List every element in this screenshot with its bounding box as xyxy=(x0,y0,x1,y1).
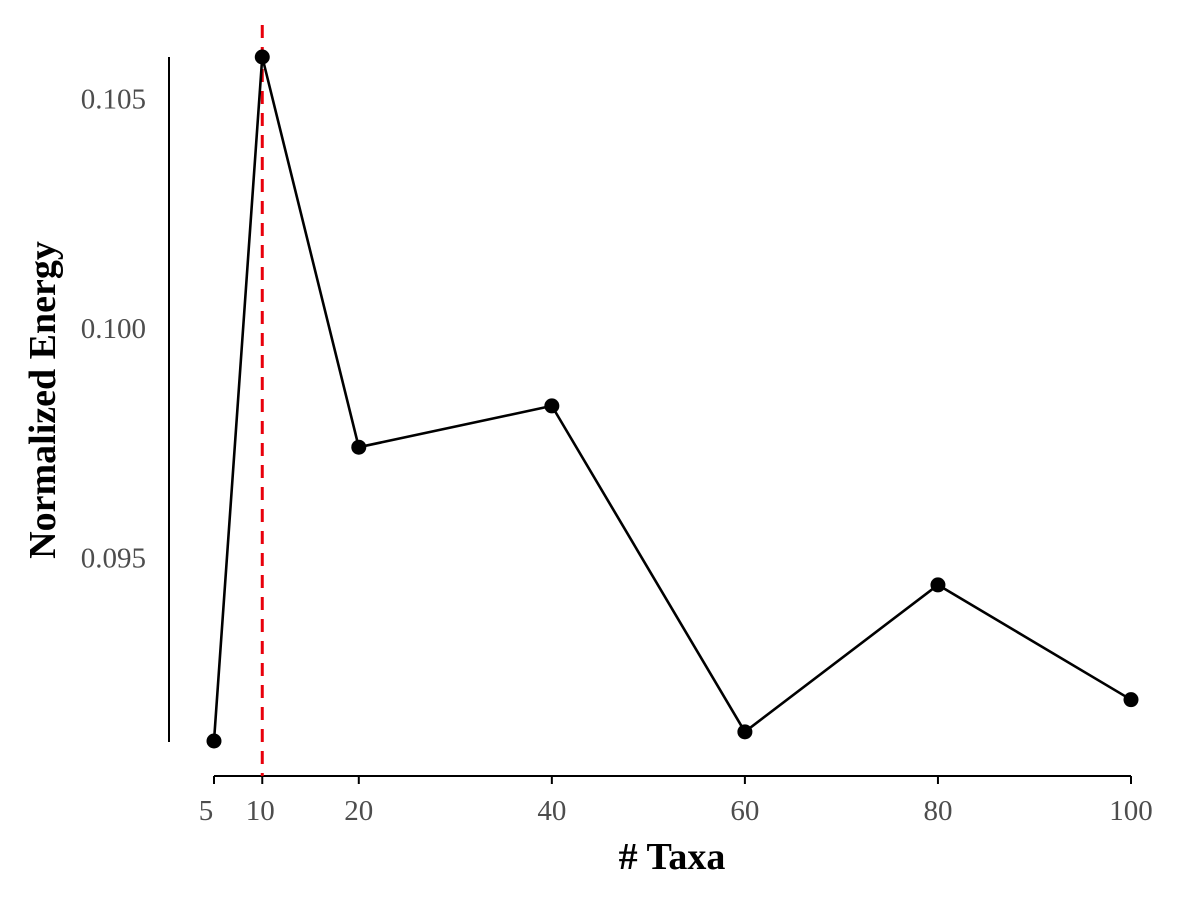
x-tick-label: 10 xyxy=(246,795,275,827)
x-tick-label: 100 xyxy=(1109,795,1153,827)
data-point xyxy=(206,733,222,749)
data-point xyxy=(930,577,946,593)
y-tick-label: 0.095 xyxy=(81,542,146,574)
data-point xyxy=(1123,692,1139,708)
x-tick-label: 20 xyxy=(344,795,373,827)
y-tick-label: 0.100 xyxy=(81,313,146,345)
y-axis: 0.095 0.100 0.105 xyxy=(81,57,170,742)
data-point xyxy=(737,724,753,740)
x-axis-title: # Taxa xyxy=(619,836,726,878)
series-line xyxy=(212,55,1132,742)
data-point xyxy=(544,398,560,414)
series-group xyxy=(206,49,1139,749)
data-point xyxy=(254,49,270,65)
x-tick-label: 80 xyxy=(923,795,952,827)
data-point xyxy=(351,439,367,455)
x-tick-label: 40 xyxy=(537,795,566,827)
x-tick-label: 60 xyxy=(730,795,759,827)
x-tick-label: 5 xyxy=(199,795,214,827)
x-axis: 5 10 20 40 60 80 100 xyxy=(199,775,1153,827)
y-tick-label: 0.105 xyxy=(81,83,146,115)
y-axis-title: Normalized Energy xyxy=(22,241,64,559)
